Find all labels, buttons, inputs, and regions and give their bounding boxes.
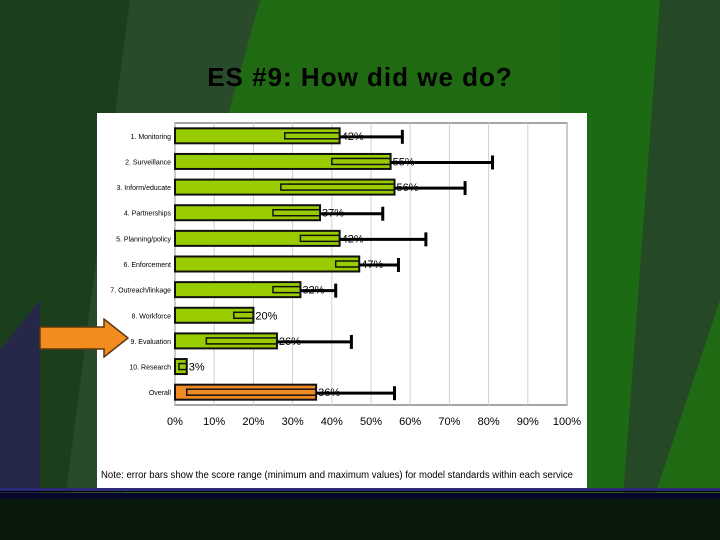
category-label: 3. Inform/educate bbox=[117, 185, 172, 192]
x-tick-label: 50% bbox=[360, 416, 382, 428]
x-tick-label: 70% bbox=[438, 416, 460, 428]
data-label: 3% bbox=[189, 362, 205, 374]
bar-inner-range bbox=[205, 337, 278, 345]
data-label: 56% bbox=[397, 182, 419, 194]
chart-note: Note: error bars show the score range (m… bbox=[101, 469, 573, 481]
x-tick-label: 80% bbox=[478, 416, 500, 428]
data-label: 37% bbox=[322, 208, 344, 220]
bar-inner-range bbox=[178, 362, 188, 371]
data-label: 55% bbox=[393, 156, 415, 168]
bar bbox=[174, 332, 278, 350]
x-tick-label: 0% bbox=[167, 416, 183, 428]
bar bbox=[174, 204, 322, 222]
bar bbox=[174, 152, 392, 170]
bar-inner-range bbox=[233, 311, 255, 320]
bar bbox=[174, 127, 341, 145]
data-label: 47% bbox=[361, 259, 383, 271]
data-label: 26% bbox=[279, 336, 301, 348]
x-tick-label: 20% bbox=[242, 416, 264, 428]
x-tick-label: 30% bbox=[282, 416, 304, 428]
category-label: 8. Workforce bbox=[131, 313, 171, 320]
bar-inner-range bbox=[284, 132, 341, 140]
data-label: 42% bbox=[342, 233, 364, 245]
category-label: Overall bbox=[149, 390, 172, 397]
x-tick-label: 90% bbox=[517, 416, 539, 428]
x-tick-label: 100% bbox=[553, 416, 581, 428]
bar-chart: 0% 10% 20% 30% 40% 50% 60% 70% 80% 90% 100% 1. Moni… bbox=[101, 122, 581, 481]
category-label: 6. Enforcement bbox=[124, 262, 172, 269]
x-tick-label: 10% bbox=[203, 416, 225, 428]
x-tick-label: 60% bbox=[399, 416, 421, 428]
category-label: 1. Monitoring bbox=[131, 134, 172, 141]
data-label: 42% bbox=[342, 131, 364, 143]
category-label: 7. Outreach/linkage bbox=[110, 288, 171, 295]
x-tick-label: 40% bbox=[321, 416, 343, 428]
bar bbox=[174, 229, 341, 247]
bar bbox=[174, 306, 255, 324]
bar bbox=[174, 178, 396, 196]
bar bbox=[174, 383, 318, 401]
data-label: 20% bbox=[255, 310, 277, 322]
category-label: 5. Planning/policy bbox=[116, 236, 171, 243]
bar bbox=[174, 358, 188, 376]
category-label: 4. Partnerships bbox=[124, 211, 172, 218]
chart-panel: 0% 10% 20% 30% 40% 50% 60% 70% 80% 90% 100% 1. Moni… bbox=[97, 113, 587, 490]
bar bbox=[174, 281, 302, 299]
slide-title: ES #9: How did we do? bbox=[207, 62, 513, 92]
bottom-decoration bbox=[0, 488, 720, 540]
highlight-arrow-icon bbox=[39, 318, 130, 358]
data-label: 36% bbox=[318, 387, 340, 399]
category-label: 9. Evaluation bbox=[131, 339, 172, 346]
bar bbox=[174, 255, 361, 273]
category-label: 10. Research bbox=[129, 365, 171, 372]
data-label: 32% bbox=[302, 285, 324, 297]
category-label: 2. Surveillance bbox=[125, 159, 171, 166]
